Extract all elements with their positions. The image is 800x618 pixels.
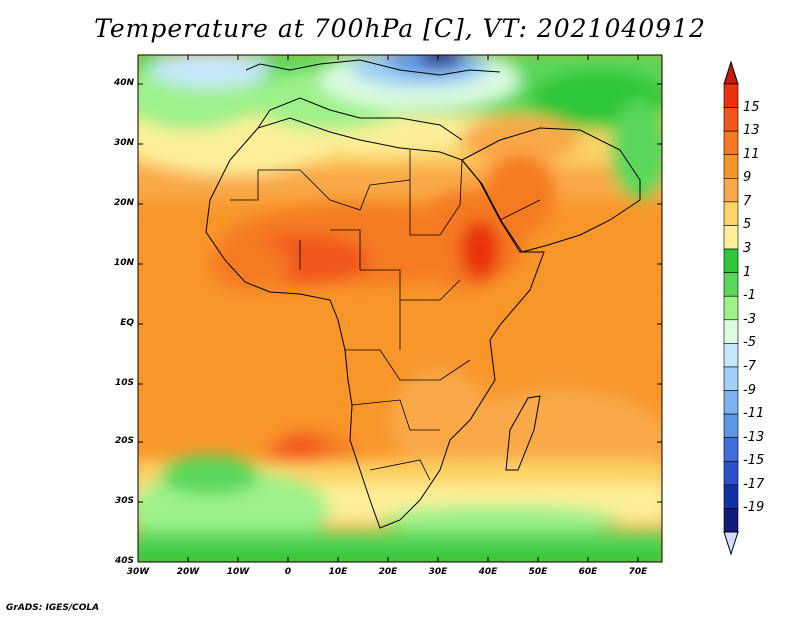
colorbar-level-label: 9 (743, 170, 752, 186)
lon-label-10w: 10W (226, 567, 250, 577)
colorbar-swatch (723, 437, 739, 462)
country-borders (230, 150, 541, 481)
colorbar-swatch (723, 83, 739, 108)
lat-label-20s: 20S (114, 436, 134, 446)
colorbar-level-label: 7 (743, 193, 752, 209)
colorbar-level-label: 13 (743, 123, 760, 139)
lon-label-50e: 50E (528, 567, 548, 577)
colorbar-swatch (723, 107, 739, 132)
colorbar (723, 60, 739, 556)
colorbar-level-label: 15 (743, 99, 760, 115)
lat-label-10s: 10S (114, 378, 134, 388)
colorbar-bottom-cap (723, 531, 739, 556)
colorbar-swatch (723, 272, 739, 297)
colorbar-level-label: -1 (743, 288, 756, 304)
lat-label-10n: 10N (113, 258, 134, 268)
colorbar-swatch (723, 201, 739, 226)
colorbar-swatch (723, 295, 739, 321)
lon-label-60e: 60E (578, 567, 598, 577)
colorbar-swatch (723, 319, 739, 344)
lat-label-30n: 30N (113, 138, 134, 148)
map-title: Temperature at 700hPa [C], VT: 202104091… (94, 14, 706, 43)
lon-label-10e: 10E (328, 567, 348, 577)
colorbar-swatch (723, 225, 739, 250)
credit-text: GrADS: IGES/COLA (6, 603, 100, 613)
colorbar-level-label: -9 (743, 382, 756, 398)
colorbar-swatch (723, 130, 739, 156)
colorbar-level-label: 1 (743, 264, 752, 280)
colorbar-swatch (723, 460, 739, 486)
colorbar-level-label: -11 (743, 406, 765, 422)
colorbar-level-label: -15 (743, 453, 765, 469)
colorbar-level-label: -13 (743, 429, 765, 445)
colorbar-swatch (723, 484, 739, 509)
colorbar-swatch (723, 178, 739, 203)
colorbar-level-label: 5 (743, 217, 752, 233)
colorbar-swatch (723, 366, 739, 391)
lat-label-20n: 20N (113, 198, 134, 208)
colorbar-swatch (723, 248, 739, 273)
lat-label-40n: 40N (113, 78, 134, 88)
axis-ticks (138, 55, 662, 562)
colorbar-swatch (723, 154, 739, 179)
colorbar-level-label: -3 (743, 311, 756, 327)
colorbar-swatch (723, 390, 739, 415)
lon-label-20w: 20W (176, 567, 200, 577)
colorbar-level-label: -17 (743, 476, 765, 492)
lon-label-20e: 20E (378, 567, 398, 577)
temperature-field (138, 55, 662, 562)
colorbar-swatch (723, 508, 739, 533)
lon-label-30w: 30W (126, 567, 150, 577)
lat-label-eq: EQ (120, 318, 134, 328)
colorbar-level-label: 11 (743, 146, 760, 162)
lon-label-40e: 40E (478, 567, 498, 577)
colorbar-level-label: -19 (743, 500, 765, 516)
map-frame (137, 54, 663, 563)
lon-label-30e: 30E (428, 567, 448, 577)
colorbar-level-label: 3 (743, 241, 752, 257)
lat-label-40s: 40S (114, 556, 134, 566)
colorbar-swatch (723, 343, 739, 368)
lon-label-0: 0 (284, 567, 292, 577)
colorbar-level-label: -7 (743, 358, 756, 374)
colorbar-top-cap (723, 60, 739, 85)
lat-label-30s: 30S (114, 496, 134, 506)
coastlines (205, 59, 641, 529)
lon-label-70e: 70E (628, 567, 648, 577)
colorbar-swatch (723, 413, 739, 438)
colorbar-level-label: -5 (743, 335, 756, 351)
